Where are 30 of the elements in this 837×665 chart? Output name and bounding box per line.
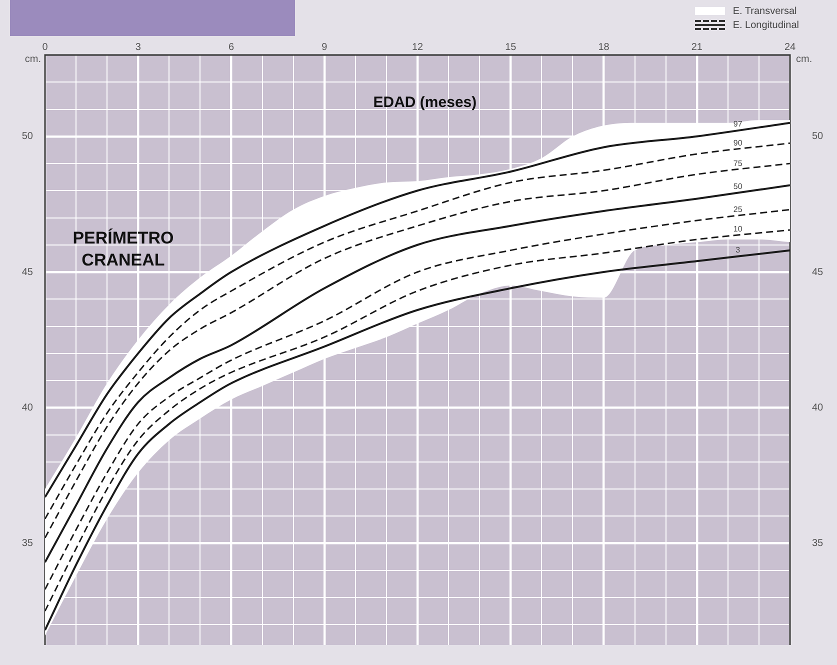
text: E. Longitudinal xyxy=(732,20,799,30)
x-tick-label: 24 xyxy=(784,42,796,53)
x-tick-label: 0 xyxy=(42,42,48,53)
series-label: 3 xyxy=(736,246,741,255)
y2-axis-title: cm. xyxy=(796,54,812,65)
series-label: 25 xyxy=(733,204,743,214)
y2-tick-label: 45 xyxy=(812,266,824,278)
x-tick-label: 6 xyxy=(228,42,234,53)
series-label: 50 xyxy=(733,182,743,192)
x-tick-label: 18 xyxy=(598,42,610,53)
legend-label: E. Transversal xyxy=(732,6,797,16)
y-tick-label: 45 xyxy=(22,266,34,278)
y-axis-title: cm. xyxy=(24,54,41,65)
text: PERÍMETRO CRANEAL xyxy=(72,228,174,270)
series-label: 75 xyxy=(733,158,743,168)
x-tick-label: 21 xyxy=(691,42,703,53)
series-label: 10 xyxy=(733,224,743,234)
y2-tick-label: 50 xyxy=(812,131,824,142)
series-label: 97 xyxy=(733,120,743,129)
y2-tick-label: 35 xyxy=(812,538,824,550)
y-tick-label: 50 xyxy=(22,131,34,142)
series-label: 90 xyxy=(733,138,743,148)
y-tick-label: 40 xyxy=(22,402,34,414)
y2-tick-label: 40 xyxy=(812,402,824,414)
x-tick-label: 9 xyxy=(322,42,328,53)
x-axis-title: EDAD (meses) xyxy=(373,94,477,112)
x-tick-label: 3 xyxy=(135,42,142,53)
x-tick-label: 12 xyxy=(412,42,424,53)
y-tick-label: 35 xyxy=(22,538,34,550)
x-tick-label: 15 xyxy=(505,42,517,53)
